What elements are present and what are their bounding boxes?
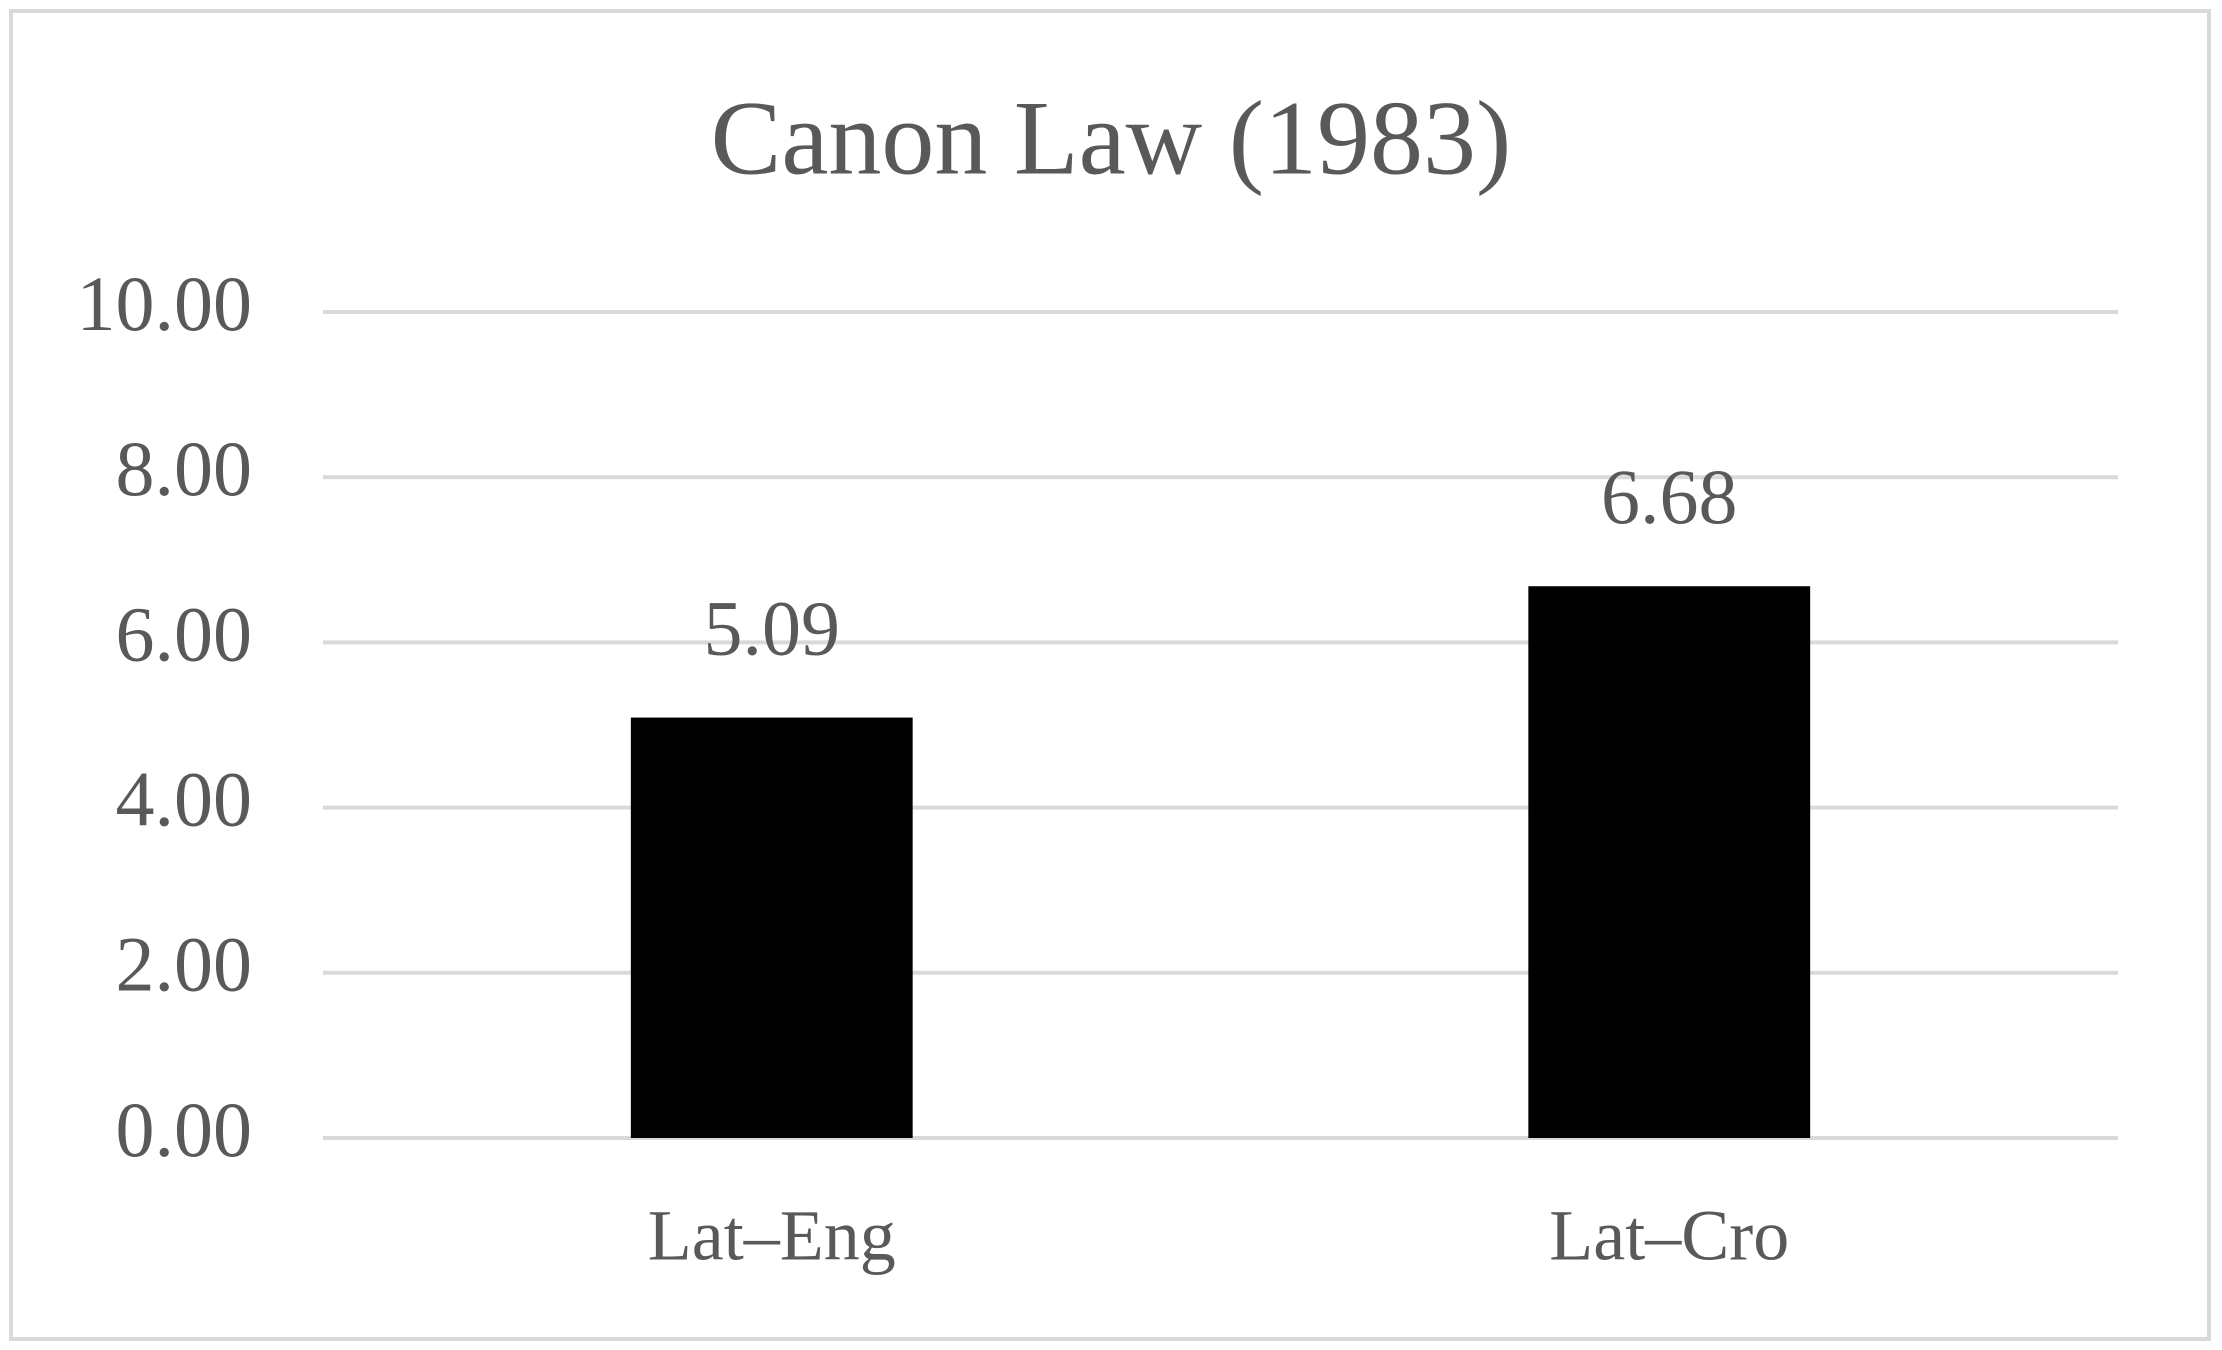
y-tick-label: 8.00 — [116, 425, 253, 512]
y-tick-label: 6.00 — [116, 590, 253, 677]
x-tick-label: Lat–Eng — [648, 1196, 896, 1276]
y-tick-label: 0.00 — [116, 1086, 253, 1173]
y-tick-label: 2.00 — [116, 921, 253, 1008]
bar — [1528, 586, 1811, 1138]
y-tick-label: 10.00 — [77, 260, 253, 347]
y-tick-label: 4.00 — [116, 756, 253, 843]
chart-border — [9, 9, 2211, 1341]
value-label: 5.09 — [704, 584, 841, 671]
bar — [630, 717, 913, 1138]
chart-title: Canon Law (1983) — [711, 79, 1512, 196]
value-label: 6.68 — [1601, 453, 1738, 540]
x-tick-label: Lat–Cro — [1549, 1196, 1789, 1276]
